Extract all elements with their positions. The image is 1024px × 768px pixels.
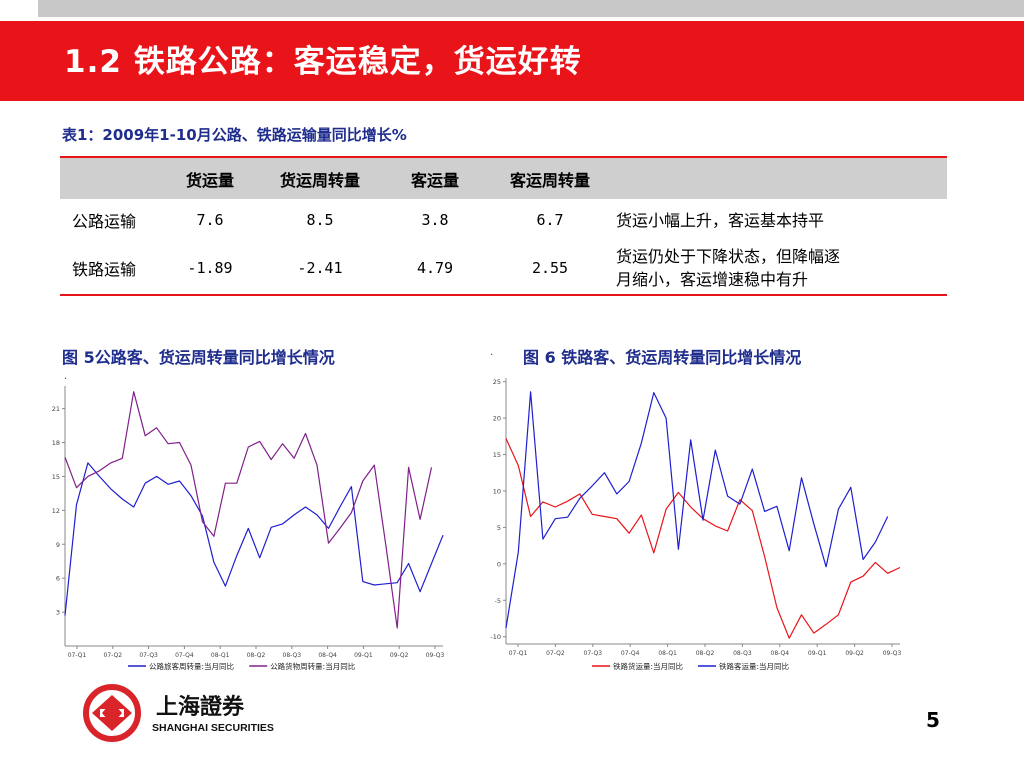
top-white-line (0, 17, 1024, 21)
row-note-line: 月缩小，客运增速稳中有升 (616, 269, 809, 289)
y-tick-label: 20 (493, 415, 501, 423)
x-tick-label: 07-Q4 (175, 652, 194, 659)
table-cell: 8.5 (306, 211, 334, 229)
x-tick-label: 07-Q1 (68, 652, 87, 659)
y-tick-label: 21 (52, 405, 60, 413)
logo-english-text: SHANGHAI SECURITIES (152, 722, 274, 734)
x-tick-label: 07-Q4 (621, 650, 640, 657)
y-tick-label: 18 (52, 439, 60, 447)
top-gray-strip (38, 0, 1024, 17)
slide-title: 1.2 铁路公路：客运稳定，货运好转 (64, 44, 582, 80)
y-tick-label: 15 (52, 473, 60, 481)
table-header-freight-turnover: 货运周转量 (260, 156, 380, 199)
x-tick-label: 08-Q3 (283, 652, 302, 659)
chart-railway-volume: -10 -5 0 5 10 15 20 25 07-Q1 07-Q2 07-Q3 07-Q4 08-Q1… (490, 378, 902, 671)
x-tick-label: 07-Q3 (584, 650, 603, 657)
logo-emblem-icon (83, 684, 141, 742)
table-header-passenger-volume: 客运量 (380, 156, 490, 199)
y-tick-label: 0 (497, 560, 501, 568)
x-tick-label: 07-Q2 (104, 652, 123, 659)
y-tick-label: 6 (56, 575, 60, 583)
y-tick-label: -10 (490, 633, 501, 641)
table-row: 铁路运输 -1.89 -2.41 4.79 2.55 货运仍处于下降状态，但降幅… (60, 241, 947, 296)
y-tick-label: 3 (56, 609, 60, 617)
legend-label: 公路旅客周转量:当月同比 (149, 661, 235, 671)
figure-5-title: 图 5公路客、货运周转量同比增长情况 (62, 348, 335, 367)
legend-label: 公路货物周转量:当月同比 (270, 661, 356, 671)
x-tick-label: 07-Q1 (509, 650, 528, 657)
x-tick-label: 08-Q1 (211, 652, 230, 659)
x-tick-label: 09-Q1 (808, 650, 827, 657)
table-cell: 4.79 (380, 241, 490, 296)
bullet-dot: · (64, 374, 68, 385)
x-tick-label: 07-Q3 (139, 652, 158, 659)
logo-chinese-text: 上海證券 (156, 694, 245, 720)
series-line-1 (505, 438, 901, 639)
table-cell: 6.7 (536, 211, 564, 229)
y-tick-label: -5 (495, 597, 501, 605)
chart-road-turnover: 3 6 9 12 15 18 21 07-Q1 07-Q2 07-Q3 07-Q4 08-Q1 08-Q… (52, 386, 445, 671)
y-tick-label: 9 (56, 541, 60, 549)
table-row: 公路运输 7.6 8.5 3.8 6.7 货运小幅上升，客运基本持平 (60, 199, 947, 241)
x-tick-label: 09-Q1 (354, 652, 373, 659)
x-tick-label: 07-Q2 (546, 650, 565, 657)
table-header-blank (60, 156, 160, 199)
x-tick-label: 08-Q2 (247, 652, 266, 659)
row-note: 货运小幅上升，客运基本持平 (616, 210, 825, 230)
y-tick-label: 25 (493, 378, 501, 386)
row-name: 公路运输 (72, 212, 137, 231)
legend-label: 铁路货运量:当月同比 (613, 661, 684, 671)
series-line-1 (64, 462, 444, 616)
table-cell: 7.6 (196, 211, 224, 229)
row-name: 铁路运输 (60, 241, 160, 296)
y-tick-label: 10 (493, 487, 501, 495)
table-caption: 表1：2009年1-10月公路、铁路运输量同比增长% (62, 126, 407, 144)
table-cell: 2.55 (490, 241, 610, 296)
x-tick-label: 09-Q3 (426, 652, 445, 659)
row-note-line: 货运仍处于下降状态，但降幅逐 (616, 246, 841, 266)
y-tick-label: 5 (497, 524, 501, 532)
table-header-note (610, 156, 947, 199)
y-tick-label: 12 (52, 507, 60, 515)
table-header-row: 货运量 货运周转量 客运量 客运周转量 (60, 156, 947, 199)
x-tick-label: 09-Q2 (845, 650, 864, 657)
bullet-dot: · (490, 350, 494, 361)
table-header-freight-volume: 货运量 (160, 156, 260, 199)
shanghai-securities-logo: 上海證券 SHANGHAI SECURITIES (83, 684, 274, 742)
page-number: 5 (926, 708, 940, 732)
figure-6-title: 图 6 铁路客、货运周转量同比增长情况 (523, 348, 802, 367)
x-tick-label: 09-Q2 (390, 652, 409, 659)
x-tick-label: 08-Q4 (318, 652, 337, 659)
y-tick-label: 15 (493, 451, 501, 459)
data-table: 货运量 货运周转量 客运量 客运周转量 公路运输 7.6 8.5 3.8 6.7… (60, 156, 947, 296)
legend-label: 铁路客运量:当月同比 (719, 661, 790, 671)
table-header-passenger-turnover: 客运周转量 (490, 156, 610, 199)
x-tick-label: 08-Q2 (696, 650, 715, 657)
x-tick-label: 08-Q4 (771, 650, 790, 657)
table-cell: -1.89 (160, 241, 260, 296)
series-line-2 (64, 391, 433, 629)
table-cell: 3.8 (421, 211, 449, 229)
title-bar (0, 21, 1024, 101)
series-line-2 (505, 391, 889, 629)
table-cell: -2.41 (260, 241, 380, 296)
x-tick-label: 08-Q1 (658, 650, 677, 657)
row-note: 货运仍处于下降状态，但降幅逐 月缩小，客运增速稳中有升 (610, 241, 947, 296)
x-tick-label: 08-Q3 (733, 650, 752, 657)
x-tick-label: 09-Q3 (883, 650, 902, 657)
